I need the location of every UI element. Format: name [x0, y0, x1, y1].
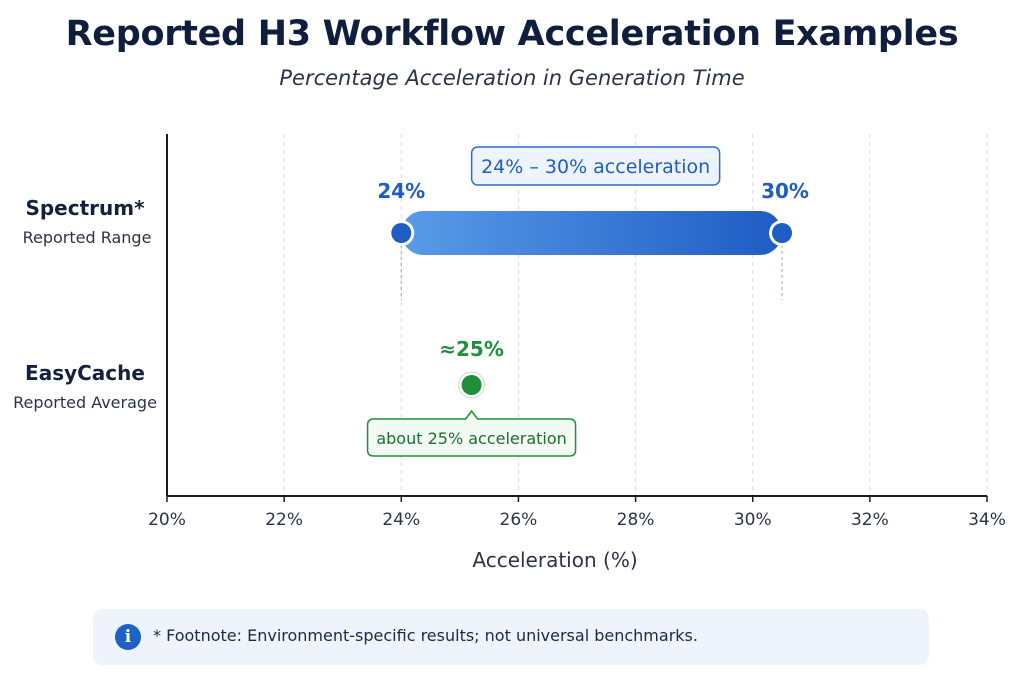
info-icon: i	[115, 624, 141, 650]
point-value-label: ≈25%	[439, 337, 504, 361]
range-chart: 20% 22% 24% 26% 28% 30% 32% 34% Spectrum* Report…	[13, 134, 1006, 572]
series-name-easycache: EasyCache	[25, 361, 145, 385]
range-end-marker	[772, 223, 792, 243]
chart-subtitle: Percentage Acceleration in Generation Ti…	[279, 66, 745, 90]
range-bar-spectrum	[401, 211, 782, 255]
x-tick-label: 26%	[500, 510, 538, 530]
series-sublabel-easycache: Reported Average	[13, 393, 157, 412]
x-tick-label: 32%	[851, 510, 889, 530]
range-callout-box	[470, 146, 721, 186]
x-tick-label: 22%	[265, 510, 303, 530]
series-name-spectrum: Spectrum*	[25, 196, 145, 220]
x-tick-label: 28%	[617, 510, 655, 530]
point-callout-text: about 25% acceleration	[376, 429, 566, 448]
footnote-text: * Footnote: Environment-specific results…	[153, 626, 698, 645]
point-callout-box	[366, 409, 577, 457]
range-start-label: 24%	[377, 179, 425, 203]
range-end-label: 30%	[761, 179, 809, 203]
range-callout-text: 24% – 30% acceleration	[481, 156, 710, 178]
range-start-marker	[391, 223, 412, 243]
point-marker-easycache	[461, 375, 482, 395]
chart-title: Reported H3 Workflow Acceleration Exampl…	[65, 14, 959, 54]
footnote-box: i * Footnote: Environment-specific resul…	[93, 609, 929, 665]
x-axis-label: Acceleration (%)	[472, 548, 637, 572]
x-tick-label: 34%	[968, 510, 1006, 530]
x-tick-label: 30%	[734, 510, 772, 530]
x-tick-label: 20%	[148, 510, 186, 530]
series-sublabel-spectrum: Reported Range	[23, 228, 152, 247]
x-tick-label: 24%	[382, 510, 420, 530]
